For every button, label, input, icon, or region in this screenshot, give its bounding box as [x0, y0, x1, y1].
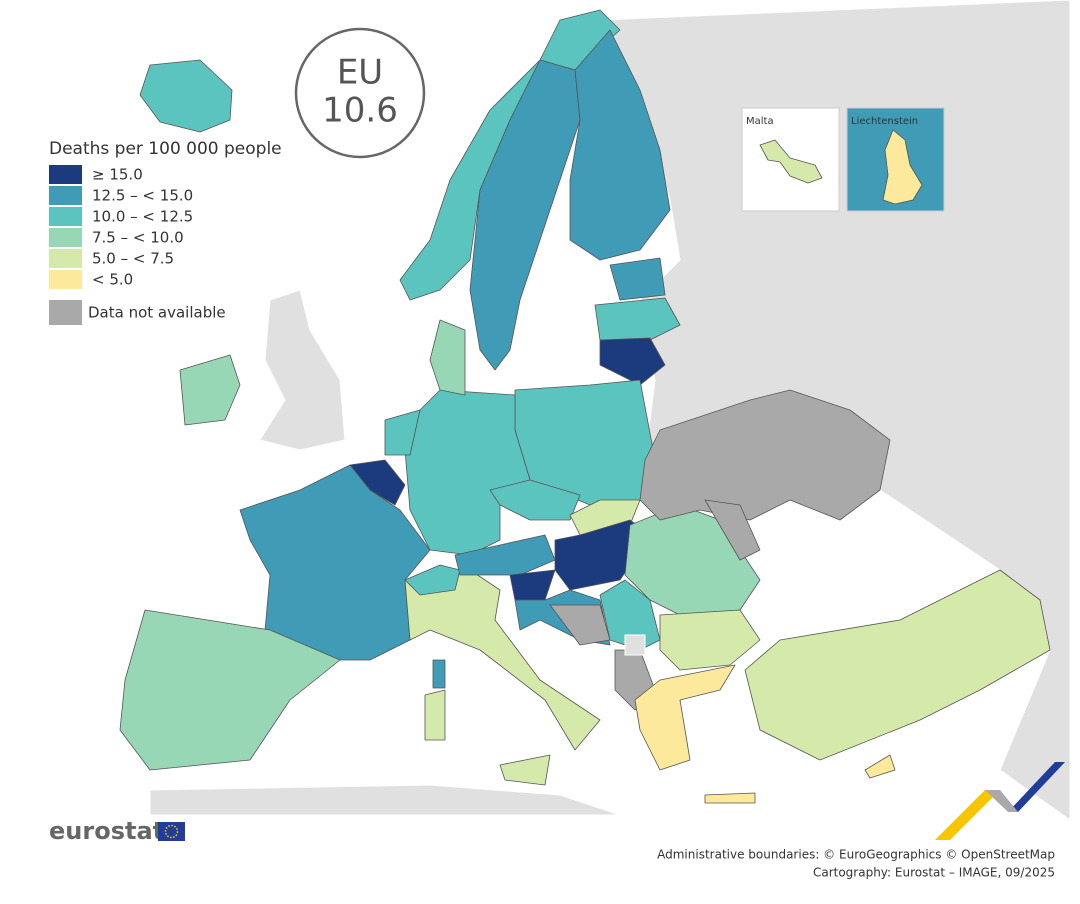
inset-label: Liechtenstein [851, 116, 918, 127]
legend-title: Deaths per 100 000 people [49, 139, 282, 159]
legend-label: ≥ 15.0 [92, 166, 143, 184]
non-eu-land [259, 289, 346, 451]
country [634, 664, 736, 771]
eu-flag [158, 822, 185, 841]
logo-text: eurostat [49, 817, 164, 845]
malta-shape [759, 139, 823, 184]
legend-swatch [49, 186, 82, 205]
country [609, 257, 666, 301]
legend-swatch [49, 165, 82, 184]
country [489, 479, 581, 521]
country [639, 389, 891, 521]
country [569, 29, 671, 261]
legend-label: 5.0 – < 7.5 [92, 250, 174, 268]
corner-graphic [935, 762, 1065, 840]
legend-label: 12.5 – < 15.0 [92, 187, 193, 205]
inset-malta: Malta [741, 107, 840, 212]
eu-stars [164, 824, 179, 839]
legend-swatch [49, 300, 82, 325]
inset-liechtenstein: Liechtenstein [846, 107, 945, 212]
country [864, 754, 896, 779]
country [594, 297, 681, 341]
legend-swatch [49, 228, 82, 247]
liechtenstein-shape [882, 129, 923, 205]
badge-label: EU [337, 53, 383, 93]
country [744, 569, 1051, 761]
legend-label: 10.0 – < 12.5 [92, 208, 193, 226]
inset-label: Malta [746, 116, 774, 127]
country [404, 564, 461, 596]
badge-value: 10.6 [322, 91, 398, 131]
legend-swatch [49, 270, 82, 289]
country [704, 792, 756, 804]
non-eu-land [149, 784, 621, 816]
stripe [1008, 762, 1065, 812]
country [469, 59, 581, 371]
logo: eurostat [49, 817, 185, 845]
non-eu-land [624, 634, 646, 656]
country [432, 659, 446, 689]
credit: Administrative boundaries: © EuroGeograp… [657, 848, 1055, 862]
country [384, 409, 421, 456]
legend-label: 7.5 – < 10.0 [92, 229, 184, 247]
country [404, 389, 531, 556]
country [704, 499, 761, 561]
country [599, 337, 666, 386]
country [424, 689, 446, 741]
country [139, 59, 233, 133]
land-layer [119, 0, 1071, 821]
stripe [985, 790, 1018, 812]
country [179, 354, 241, 426]
legend-label: Data not available [88, 304, 226, 322]
country [429, 319, 466, 396]
country [404, 569, 601, 751]
eu-badge: EU 10.6 [294, 27, 426, 159]
legend-swatch [49, 249, 82, 268]
legend-label: < 5.0 [92, 271, 133, 289]
stripe [935, 790, 1000, 840]
legend: Deaths per 100 000 people ≥ 15.0 12.5 – <… [49, 139, 282, 325]
country [659, 609, 761, 671]
legend-swatch [49, 207, 82, 226]
country [499, 754, 551, 786]
country [119, 609, 341, 771]
country [509, 569, 556, 601]
credit: Cartography: Eurostat – IMAGE, 09/2025 [813, 866, 1055, 880]
badge-circle [294, 27, 426, 159]
